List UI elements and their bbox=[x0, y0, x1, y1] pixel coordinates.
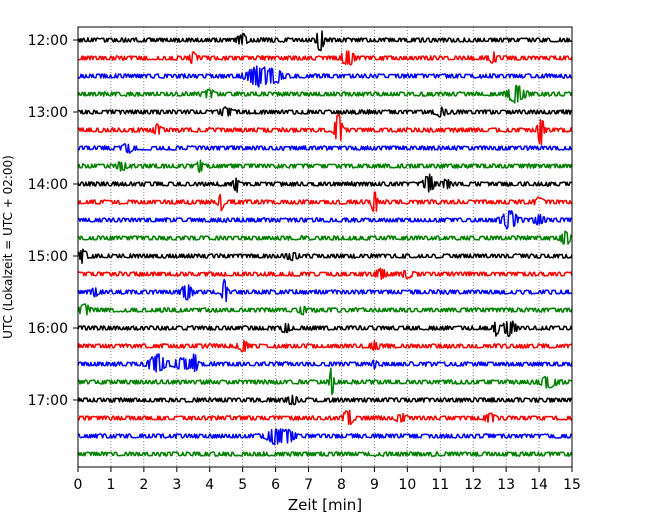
seismic-trace bbox=[77, 451, 573, 457]
x-tick-label: 2 bbox=[139, 477, 148, 493]
seismic-trace bbox=[77, 30, 573, 52]
x-axis-ticks: 0 1 2 3 4 5 6 7 8 9 10 11 12 13 14 15 bbox=[74, 467, 581, 493]
y-axis-ticks: 12:00 13:00 14:00 15:00 16:00 17:00 bbox=[28, 33, 78, 409]
seismic-trace bbox=[77, 267, 573, 281]
y-tick-label: 12:00 bbox=[28, 33, 68, 49]
x-tick-label: 14 bbox=[530, 477, 548, 493]
x-tick-label: 1 bbox=[106, 477, 115, 493]
seismic-trace bbox=[77, 191, 573, 213]
seismic-trace bbox=[77, 84, 573, 104]
x-tick-label: 15 bbox=[563, 477, 581, 493]
x-tick-label: 9 bbox=[370, 477, 379, 493]
seismic-trace bbox=[77, 278, 573, 303]
x-tick-label: 7 bbox=[304, 477, 313, 493]
x-tick-label: 12 bbox=[464, 477, 482, 493]
seismic-trace bbox=[77, 409, 573, 426]
x-tick-label: 3 bbox=[172, 477, 181, 493]
x-tick-label: 0 bbox=[74, 477, 83, 493]
seismic-trace bbox=[77, 428, 573, 446]
seismic-trace bbox=[77, 210, 572, 230]
x-tick-label: 10 bbox=[398, 477, 416, 493]
y-tick-label: 14:00 bbox=[28, 177, 68, 193]
x-axis-label: Zeit [min] bbox=[288, 496, 362, 514]
seismic-trace bbox=[77, 65, 573, 88]
y-axis-label: UTC (Lokalzeit = UTC + 02:00) bbox=[1, 155, 15, 339]
seismic-trace bbox=[77, 50, 573, 66]
seismic-trace bbox=[77, 113, 573, 146]
x-tick-label: 6 bbox=[271, 477, 280, 493]
x-gridlines bbox=[110, 27, 540, 467]
seismic-trace bbox=[77, 394, 573, 406]
plot-frame bbox=[77, 26, 573, 468]
x-tick-label: 4 bbox=[205, 477, 214, 493]
seismic-trace bbox=[77, 303, 573, 316]
y-tick-label: 16:00 bbox=[28, 321, 68, 337]
x-tick-label: 5 bbox=[238, 477, 247, 493]
x-tick-label: 13 bbox=[497, 477, 515, 493]
seismic-trace bbox=[77, 353, 573, 373]
seismic-trace bbox=[77, 230, 573, 245]
y-tick-label: 15:00 bbox=[28, 249, 68, 265]
seismic-trace bbox=[77, 320, 573, 338]
seismic-trace bbox=[78, 106, 573, 118]
seismic-trace bbox=[77, 339, 573, 353]
seismic-trace bbox=[77, 248, 573, 265]
seismic-traces bbox=[77, 30, 573, 457]
y-tick-label: 17:00 bbox=[28, 393, 68, 409]
x-tick-label: 11 bbox=[431, 477, 449, 493]
seismic-trace bbox=[77, 159, 573, 174]
seismic-trace bbox=[77, 367, 573, 396]
y-tick-label: 13:00 bbox=[28, 105, 68, 121]
seismic-trace bbox=[77, 173, 573, 193]
seismic-trace bbox=[77, 143, 573, 154]
x-tick-label: 8 bbox=[337, 477, 346, 493]
